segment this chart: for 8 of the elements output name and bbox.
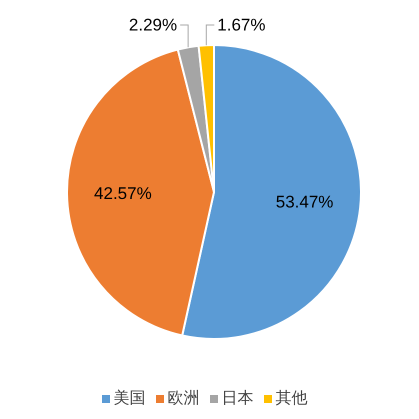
- data-label: 53.47%: [276, 192, 334, 212]
- legend-label: 欧洲: [168, 390, 200, 407]
- legend-label: 日本: [222, 390, 254, 407]
- legend-label: 其他: [276, 390, 308, 407]
- data-label: 42.57%: [94, 184, 152, 203]
- data-label: 1.67%: [217, 16, 266, 34]
- legend-label: 美国: [114, 390, 146, 407]
- data-label: 2.29%: [128, 16, 178, 34]
